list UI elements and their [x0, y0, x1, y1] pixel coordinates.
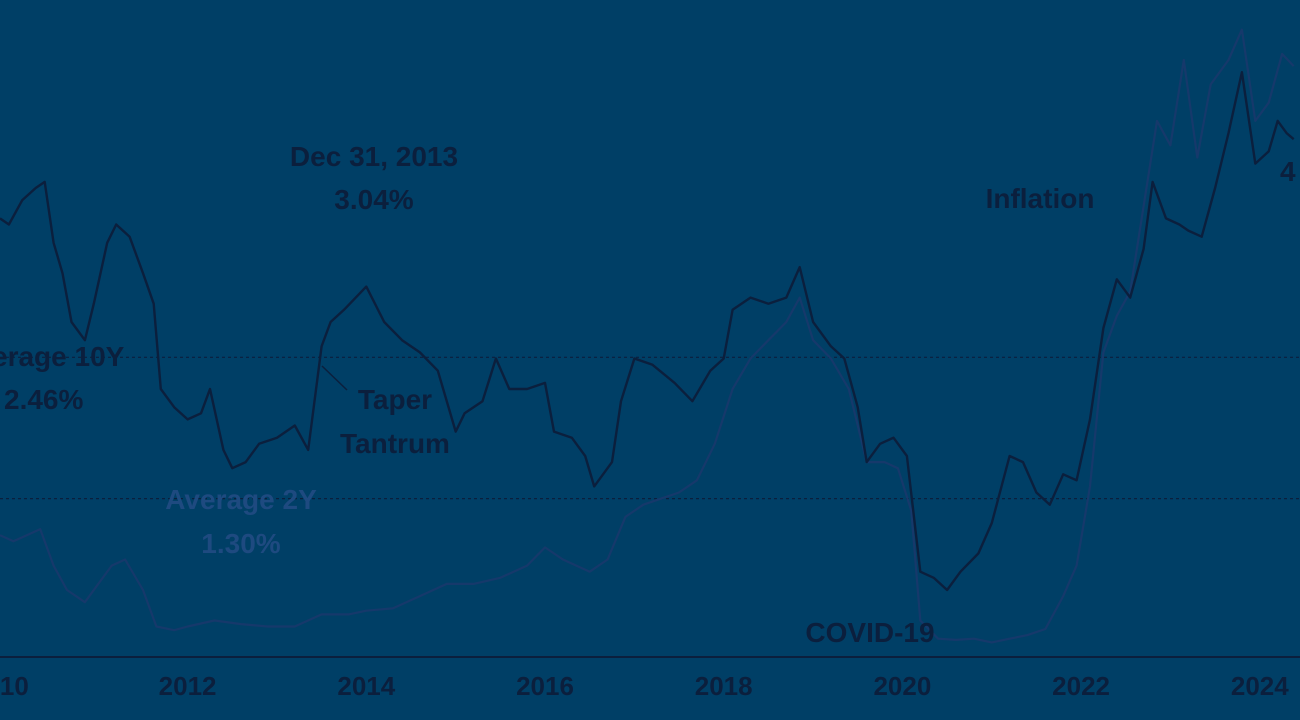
- x-tick-label-2014: 2014: [337, 671, 395, 701]
- average-2y-value: 1.30%: [201, 528, 280, 559]
- x-axis-tick-labels: 2010 2012 2014 2016 2018 2020 2022 2024: [0, 671, 1289, 701]
- x-tick-label-2024: 2024: [1231, 671, 1289, 701]
- series-line-2y: [0, 28, 1295, 644]
- dec-2013-annotation-date: Dec 31, 2013: [290, 141, 458, 172]
- taper-tantrum-leader-line: [321, 365, 348, 391]
- cropped-right-label: 4: [1280, 156, 1296, 187]
- inflation-annotation: Inflation: [986, 183, 1095, 214]
- x-tick-label-2012: 2012: [159, 671, 217, 701]
- x-tick-label-2010: 2010: [0, 671, 29, 701]
- series-line-10y: [0, 71, 1295, 592]
- dec-2013-annotation-value: 3.04%: [334, 184, 413, 215]
- covid-annotation: COVID-19: [805, 617, 934, 648]
- average-2y-label: Average 2Y: [165, 484, 317, 515]
- x-tick-label-2016: 2016: [516, 671, 574, 701]
- x-tick-label-2018: 2018: [695, 671, 753, 701]
- average-10y-label: erage 10Y: [0, 341, 125, 372]
- average-10y-value: 2.46%: [4, 384, 83, 415]
- x-tick-label-2020: 2020: [873, 671, 931, 701]
- taper-tantrum-label-line1: Taper: [358, 384, 432, 415]
- x-tick-label-2022: 2022: [1052, 671, 1110, 701]
- taper-tantrum-label-line2: Tantrum: [340, 428, 450, 459]
